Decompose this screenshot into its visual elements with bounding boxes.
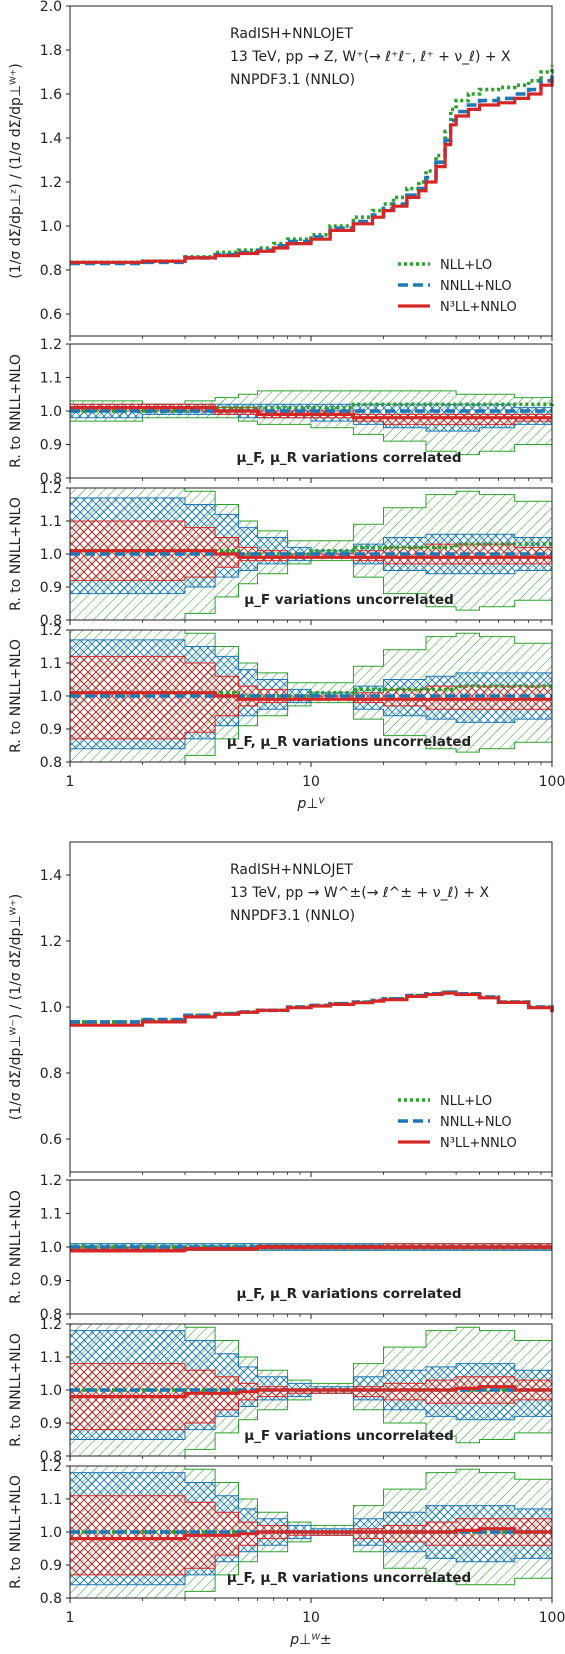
band-n3ll xyxy=(69,520,553,581)
ytick-label: 1.2 xyxy=(40,623,62,639)
line-n3ll xyxy=(70,691,552,701)
panel-bottom-main: 0.6 0.8 1.0 1.2 1.4 (1/σ dΣ/dp⊥ᵂ⁻) / (1/σ dΣ/… xyxy=(8,841,554,1177)
xtick-label: 100 xyxy=(539,774,565,790)
x-axis-label: p⊥ⱽ xyxy=(296,796,325,812)
y-axis-label: R. to NNLL+NLO xyxy=(8,354,24,468)
ytick-label: 1.1 xyxy=(40,371,62,387)
ytick-label: 1.1 xyxy=(40,1492,62,1508)
y-axis-label: (1/σ dΣ/dp⊥ᵂ⁻) / (1/σ dΣ/dp⊥ᵂ⁺) xyxy=(8,894,24,1120)
figure-text-line: NNPDF3.1 (NNLO) xyxy=(230,72,355,88)
ytick-label: 1.1 xyxy=(40,514,62,530)
ytick-label: 0.8 xyxy=(40,755,62,771)
panel-top-r3: 0.8 0.9 1.0 1.1 1.2 1 10 100 p⊥ⱽ R. to NNLL+NLO μ_… xyxy=(8,623,565,812)
ytick-label: 1.2 xyxy=(40,1173,62,1189)
panel-annotation: μ_F, μ_R variations uncorrelated xyxy=(227,1570,471,1586)
ytick-label: 1.0 xyxy=(40,219,62,235)
ytick-label: 1.0 xyxy=(40,404,62,420)
panel-annotation: μ_F, μ_R variations correlated xyxy=(236,450,461,466)
figure-text-line: NNPDF3.1 (NNLO) xyxy=(230,908,355,924)
legend-label-nnll: NNLL+NLO xyxy=(440,1115,512,1130)
legend-label-n3ll: N³LL+NNLO xyxy=(440,1136,517,1151)
ytick-label: 1.1 xyxy=(40,1350,62,1366)
xtick-label: 10 xyxy=(302,1610,320,1626)
ytick-label: 1.4 xyxy=(40,131,62,147)
y-axis-label: R. to NNLL+NLO xyxy=(8,1190,24,1304)
panel-bottom-r2: 0.8 0.9 1.0 1.1 1.2 R. to NNLL+NLO μ_F variati… xyxy=(8,1317,553,1465)
ytick-label: 0.8 xyxy=(40,1066,62,1082)
line-n3ll xyxy=(70,1527,552,1541)
ytick-label: 0.6 xyxy=(40,1132,62,1148)
panel-annotation: μ_F, μ_R variations correlated xyxy=(236,1286,461,1302)
y-axis-label: (1/σ dΣ/dp⊥ᶻ) / (1/σ dΣ/dp⊥ᵂ⁺) xyxy=(8,63,24,278)
ytick-label: 1.0 xyxy=(40,689,62,705)
xtick-label: 10 xyxy=(302,774,320,790)
figure-text-line: RadISH+NNLOJET xyxy=(230,26,353,42)
ytick-label: 1.4 xyxy=(40,868,62,884)
panel-top-r2: 0.8 0.9 1.0 1.1 1.2 R. to NNLL+NLO μ_F variati… xyxy=(8,481,553,629)
panel-annotation: μ_F variations uncorrelated xyxy=(244,1428,454,1444)
ytick-label: 1.0 xyxy=(40,1525,62,1541)
ytick-label: 1.2 xyxy=(40,1317,62,1333)
y-axis-label: R. to NNLL+NLO xyxy=(8,1475,24,1589)
line-n3ll xyxy=(70,1245,552,1252)
ytick-label: 0.9 xyxy=(40,580,62,596)
line-n3ll xyxy=(70,78,554,264)
ytick-label: 0.8 xyxy=(40,471,62,487)
ytick-label: 0.9 xyxy=(40,722,62,738)
ytick-label: 0.8 xyxy=(40,1449,62,1465)
ytick-label: 1.0 xyxy=(40,1240,62,1256)
ytick-label: 0.9 xyxy=(40,1558,62,1574)
y-axis-label: R. to NNLL+NLO xyxy=(8,497,24,611)
legend-label-n3ll: N³LL+NNLO xyxy=(440,300,517,315)
panel-bottom-r3: 0.8 0.9 1.0 1.1 1.2 1 10 100 p⊥ᵂ± R. to NNLL+NLO μ… xyxy=(8,1459,565,1648)
ytick-label: 1.2 xyxy=(40,1459,62,1475)
ytick-label: 2.0 xyxy=(40,0,62,15)
line-nll xyxy=(70,65,554,265)
ytick-label: 1.2 xyxy=(40,175,62,191)
y-axis-label: R. to NNLL+NLO xyxy=(8,639,24,753)
panel-annotation: μ_F variations uncorrelated xyxy=(244,592,454,608)
ytick-label: 0.8 xyxy=(40,263,62,279)
ytick-label: 1.0 xyxy=(40,547,62,563)
panel-bottom-r1: 0.8 0.9 1.0 1.1 1.2 R. to NNLL+NLO μ_F, μ_R va… xyxy=(8,1173,553,1323)
ytick-label: 1.2 xyxy=(40,481,62,497)
line-nll xyxy=(70,400,554,413)
xtick-label: 1 xyxy=(66,1610,75,1626)
ytick-label: 0.9 xyxy=(40,1416,62,1432)
ytick-label: 1.6 xyxy=(40,87,62,103)
panel-top-main: 0.6 0.8 1.0 1.2 1.4 1.6 1.8 2.0 (1/σ dΣ/dp⊥ᶻ) / … xyxy=(8,0,554,341)
ytick-label: 1.2 xyxy=(40,337,62,353)
xtick-label: 1 xyxy=(66,774,75,790)
figure-text-line: 13 TeV, pp → Z, W⁺(→ ℓ⁺ℓ⁻, ℓ⁺ + ν_ℓ) + X xyxy=(230,49,511,65)
legend-label-nnll: NNLL+NLO xyxy=(440,279,512,294)
legend-label-nll: NLL+LO xyxy=(440,258,492,273)
ytick-label: 1.2 xyxy=(40,934,62,950)
line-nnll xyxy=(70,74,554,266)
ytick-label: 1.0 xyxy=(40,1000,62,1016)
panel-annotation: μ_F, μ_R variations uncorrelated xyxy=(227,734,471,750)
ytick-label: 0.8 xyxy=(40,1591,62,1607)
legend-label-nll: NLL+LO xyxy=(440,1094,492,1109)
figure-text-line: 13 TeV, pp → W^±(→ ℓ^± + ν_ℓ) + X xyxy=(230,885,489,901)
figure-text-line: RadISH+NNLOJET xyxy=(230,862,353,878)
y-axis-label: R. to NNLL+NLO xyxy=(8,1333,24,1447)
line-n3ll xyxy=(70,406,552,420)
ytick-label: 0.8 xyxy=(40,1307,62,1323)
panel-top-r1: 0.8 0.9 1.0 1.1 1.2 R. to NNLL+NLO μ_F, μ_R va… xyxy=(8,337,554,487)
line-n3ll xyxy=(70,549,552,559)
ytick-label: 0.6 xyxy=(40,307,62,323)
ytick-label: 0.8 xyxy=(40,613,62,629)
line-n3ll xyxy=(70,991,554,1027)
ytick-label: 1.8 xyxy=(40,43,62,59)
xtick-label: 100 xyxy=(539,1610,565,1626)
ytick-label: 1.1 xyxy=(40,1207,62,1223)
ytick-label: 0.9 xyxy=(40,1274,62,1290)
x-axis-label: p⊥ᵂ± xyxy=(289,1632,332,1648)
ytick-label: 1.1 xyxy=(40,656,62,672)
ytick-label: 0.9 xyxy=(40,438,62,454)
ytick-label: 1.0 xyxy=(40,1383,62,1399)
line-n3ll xyxy=(70,1385,552,1399)
